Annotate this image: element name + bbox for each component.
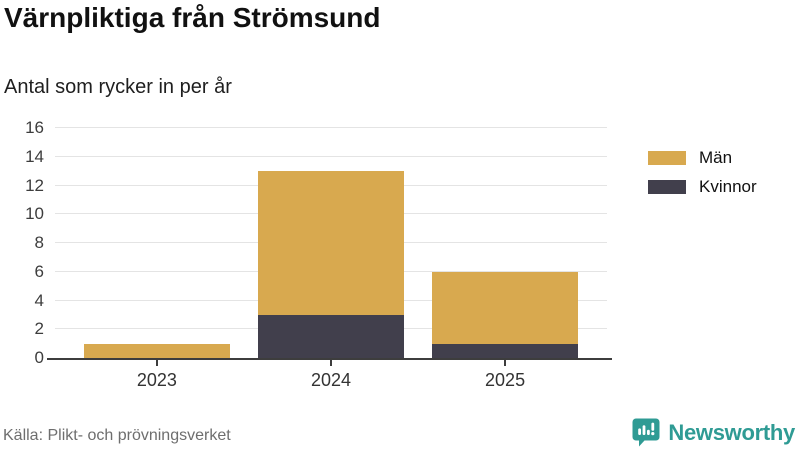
x-tick-label-2023: 2023	[136, 370, 177, 390]
x-tick-label-2025: 2025	[485, 370, 526, 390]
x-tick-label-2024: 2024	[310, 370, 352, 390]
y-tick-label-6: 6	[34, 261, 44, 281]
chart-subtitle: Antal som rycker in per år	[4, 76, 232, 98]
y-tick-label-16: 16	[25, 118, 44, 137]
chart-title: Värnpliktiga från Strömsund	[4, 2, 381, 33]
legend-label-kvinnor: Kvinnor	[699, 177, 757, 196]
newsworthy-wordmark: Newsworthy	[668, 419, 795, 445]
legend: Män Kvinnor	[648, 148, 757, 206]
newsworthy-logo: Newsworthy	[631, 417, 795, 448]
legend-item-kvinnor: Kvinnor	[648, 177, 757, 197]
gridline-y-14	[55, 155, 607, 157]
bar-segment-kvinnor-2024	[258, 314, 404, 358]
bar-segment-kvinnor-2025	[432, 343, 579, 358]
x-tick-2025	[504, 359, 507, 366]
y-tick-label-4: 4	[34, 290, 44, 310]
legend-label-män: Män	[699, 148, 733, 167]
x-tick-2023	[155, 359, 158, 366]
y-tick-label-12: 12	[25, 175, 44, 195]
bar-segment-män-2025	[432, 271, 579, 344]
source-note: Källa: Plikt- och prövningsverket	[3, 427, 231, 444]
y-tick-label-10: 10	[25, 204, 44, 224]
bar-segment-män-2023	[83, 343, 230, 358]
bar-segment-män-2024	[258, 171, 404, 315]
y-tick-label-14: 14	[25, 146, 44, 166]
y-tick-label-2: 2	[34, 319, 44, 339]
legend-swatch-kvinnor	[648, 180, 686, 194]
y-tick-label-0: 0	[34, 348, 44, 367]
x-axis-line	[47, 358, 612, 360]
plot-area: 2023 2024 2025	[47, 127, 612, 390]
gridline-y-16	[55, 127, 607, 128]
y-axis: 0 2 4 6 8 10 12 14 16	[0, 119, 44, 367]
legend-item-män: Män	[648, 148, 757, 168]
y-tick-label-8: 8	[34, 233, 44, 252]
x-tick-2024	[330, 359, 332, 366]
legend-swatch-män	[648, 151, 686, 165]
newsworthy-bar-chart-bubble-icon	[631, 417, 661, 448]
